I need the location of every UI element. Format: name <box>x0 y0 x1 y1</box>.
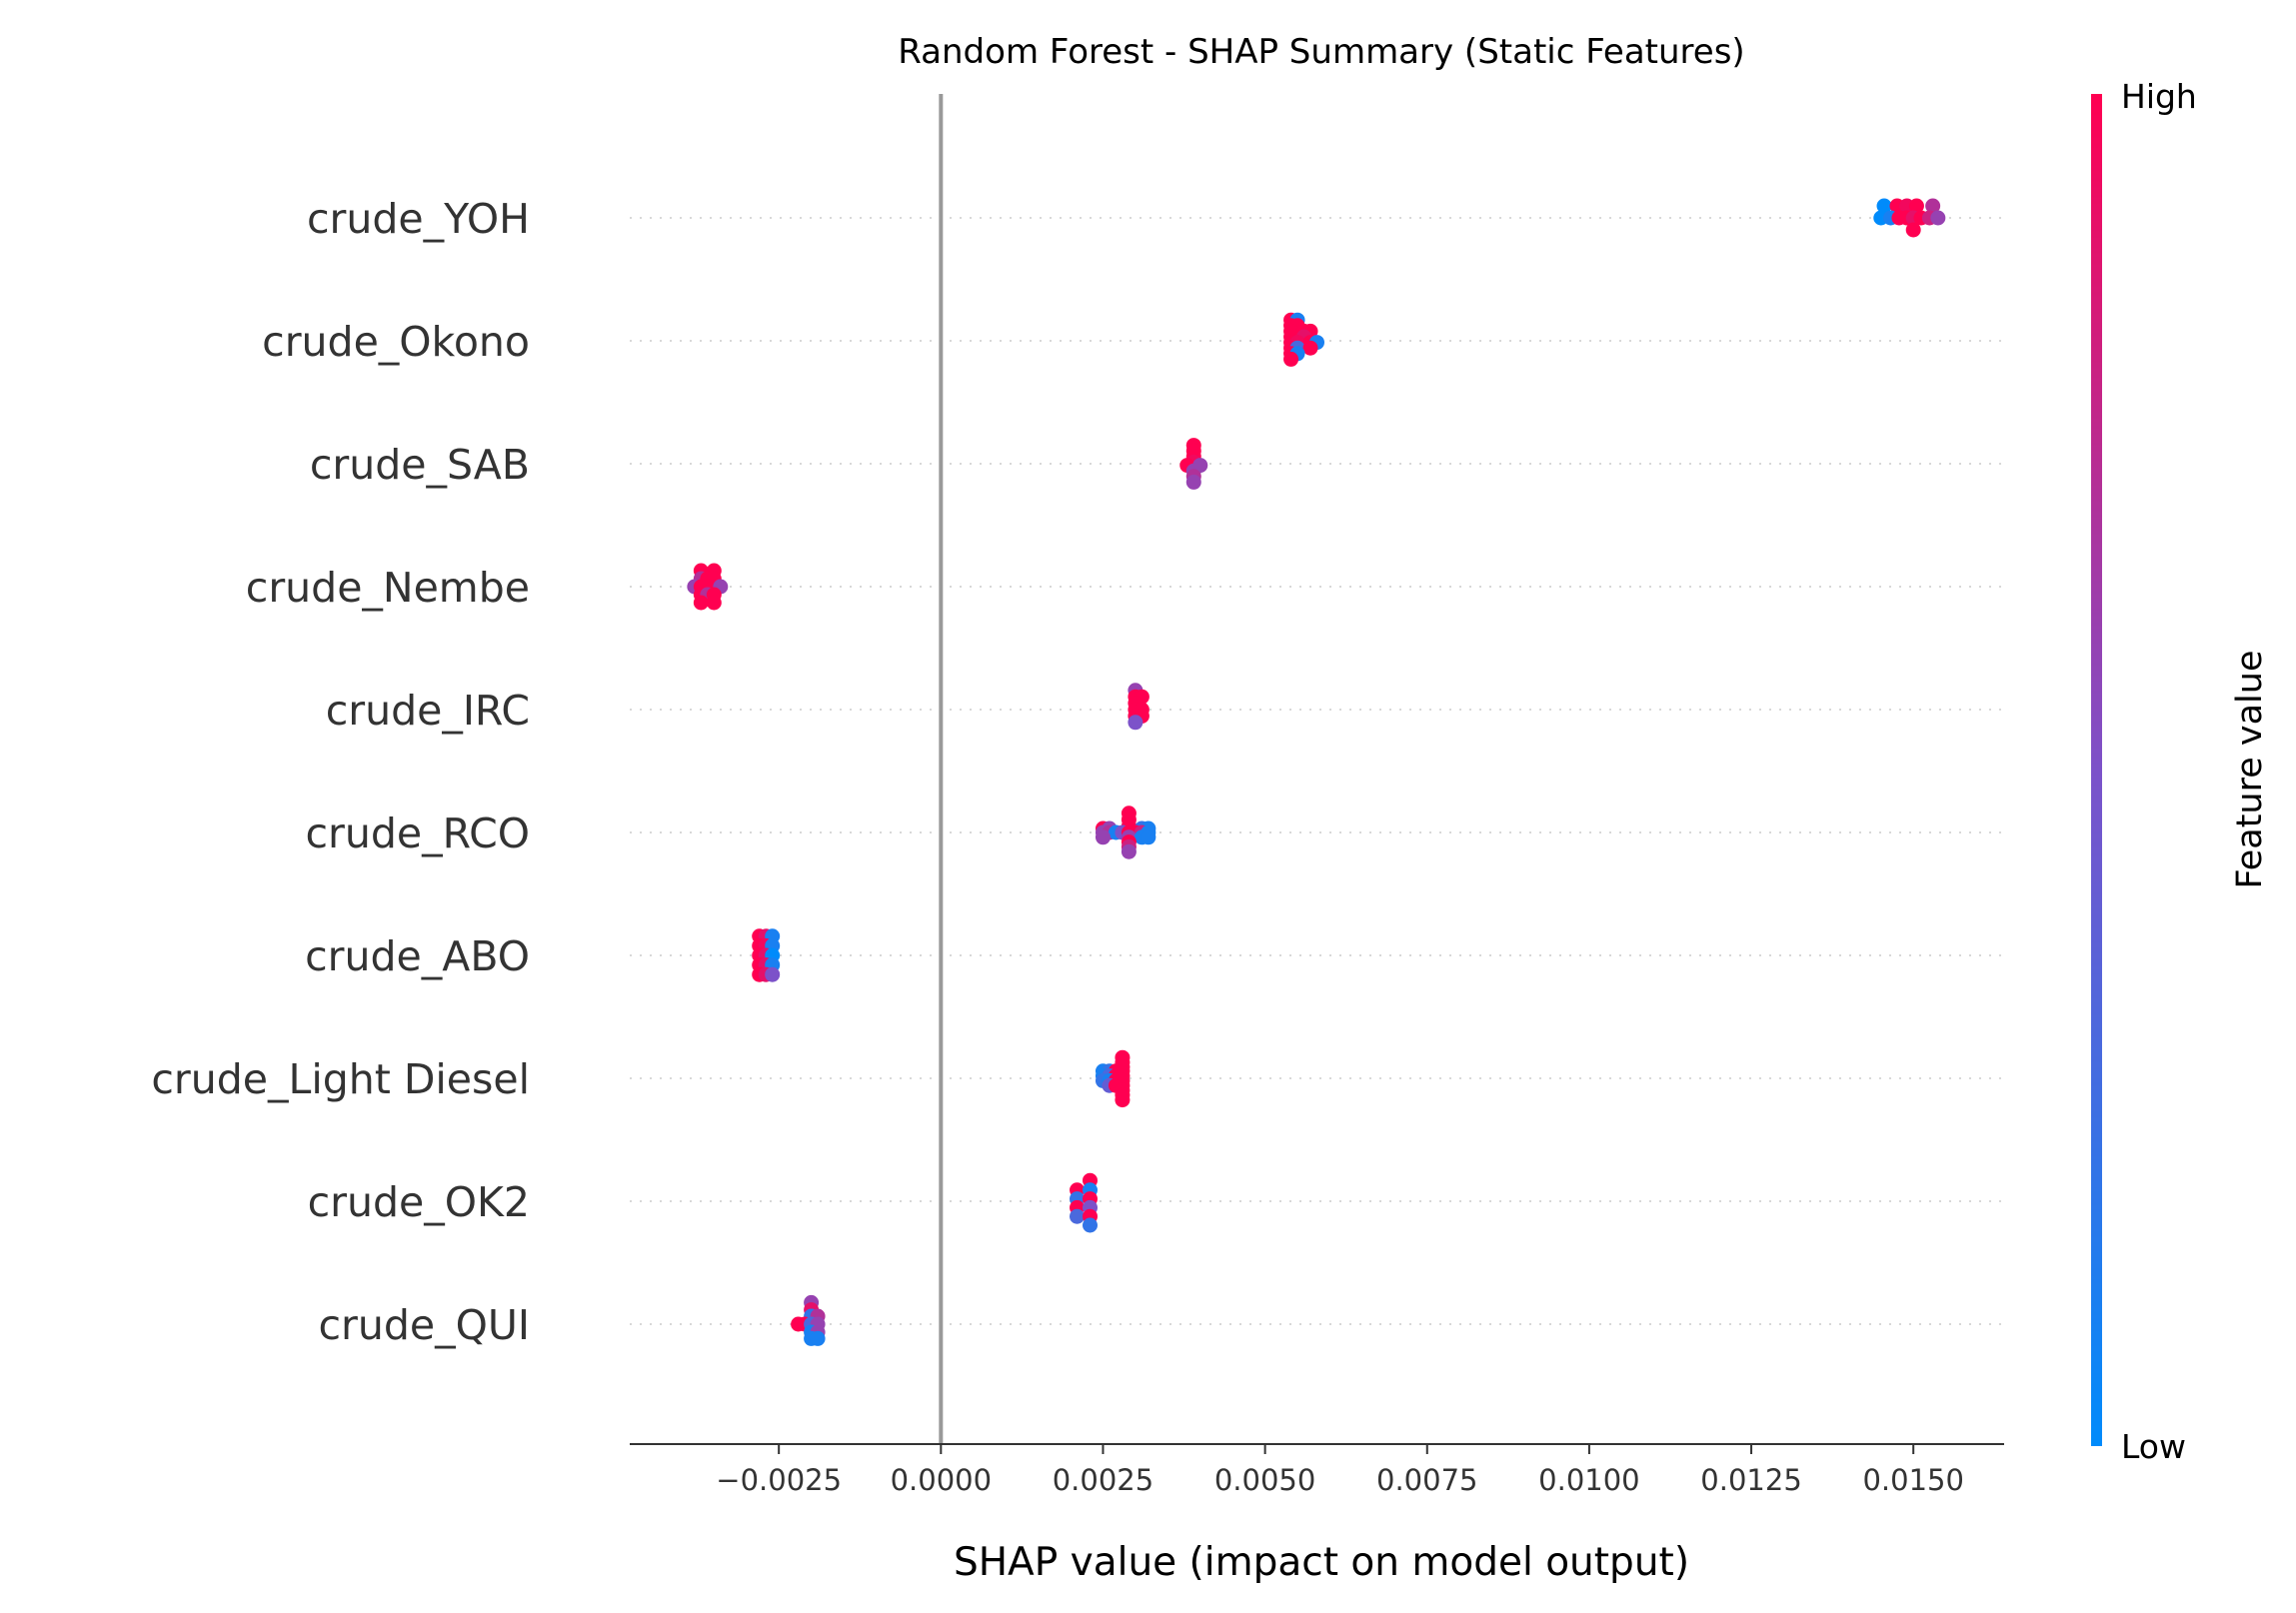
colorbar-high-label: High <box>2121 77 2197 116</box>
x-tick-label: 0.0075 <box>1376 1463 1477 1497</box>
feature-label: crude_Light Diesel <box>151 1055 530 1103</box>
feature-label: crude_QUI <box>318 1301 530 1349</box>
shap-point <box>1876 198 1892 214</box>
x-tick-label: −0.0025 <box>716 1463 842 1497</box>
x-ticks: −0.0025 0.0000 0.0025 0.0050 0.0075 0.0100 0.0… <box>716 1444 1964 1497</box>
x-tick-label: 0.0050 <box>1214 1463 1315 1497</box>
shap-point <box>1302 340 1318 356</box>
feature-label: crude_ABO <box>305 932 530 980</box>
row-guides <box>630 217 2004 1325</box>
colorbar-low-label: Low <box>2121 1427 2186 1466</box>
feature-label: crude_IRC <box>326 687 530 735</box>
x-tick-label: 0.0125 <box>1700 1463 1801 1497</box>
x-axis: −0.0025 0.0000 0.0025 0.0050 0.0075 0.0100 0.0… <box>630 1443 2004 1497</box>
chart-title: Random Forest - SHAP Summary (Static Fea… <box>898 32 1744 72</box>
shap-point <box>765 966 781 982</box>
feature-label: crude_Okono <box>262 318 530 366</box>
colorbar-gradient <box>2091 94 2102 1446</box>
shap-point <box>1905 222 1921 238</box>
shap-point <box>1128 715 1144 731</box>
feature-label: crude_SAB <box>310 441 530 489</box>
shap-point <box>1930 210 1946 226</box>
shap-point <box>1082 1217 1098 1233</box>
shap-point <box>1070 1208 1086 1224</box>
shap-point <box>1095 829 1111 845</box>
points-layer <box>687 198 1946 1346</box>
shap-point <box>810 1330 826 1346</box>
feature-label: crude_RCO <box>306 809 530 857</box>
x-tick-label: 0.0025 <box>1053 1463 1153 1497</box>
shap-point <box>1185 474 1201 490</box>
shap-point <box>1925 198 1941 214</box>
shap-point <box>1283 351 1299 367</box>
shap-point <box>1121 843 1137 859</box>
shap-point <box>706 595 722 611</box>
colorbar-title: Feature value <box>2230 651 2270 889</box>
x-axis-label: SHAP value (impact on model output) <box>954 1540 1689 1585</box>
feature-label: crude_OK2 <box>308 1178 530 1226</box>
feature-label: crude_YOH <box>307 195 530 243</box>
feature-labels: crude_YOH crude_Okono crude_SAB crude_Nembe… <box>151 195 530 1349</box>
colorbar: High Low Feature value <box>2091 77 2270 1466</box>
feature-label: crude_Nembe <box>246 564 530 612</box>
shap-point <box>1908 198 1924 214</box>
x-tick-label: 0.0100 <box>1538 1463 1639 1497</box>
x-tick-label: 0.0000 <box>891 1463 992 1497</box>
shap-point <box>1141 829 1156 845</box>
shap-point <box>1115 1092 1131 1108</box>
x-tick-label: 0.0150 <box>1862 1463 1963 1497</box>
shap-point <box>693 595 709 611</box>
